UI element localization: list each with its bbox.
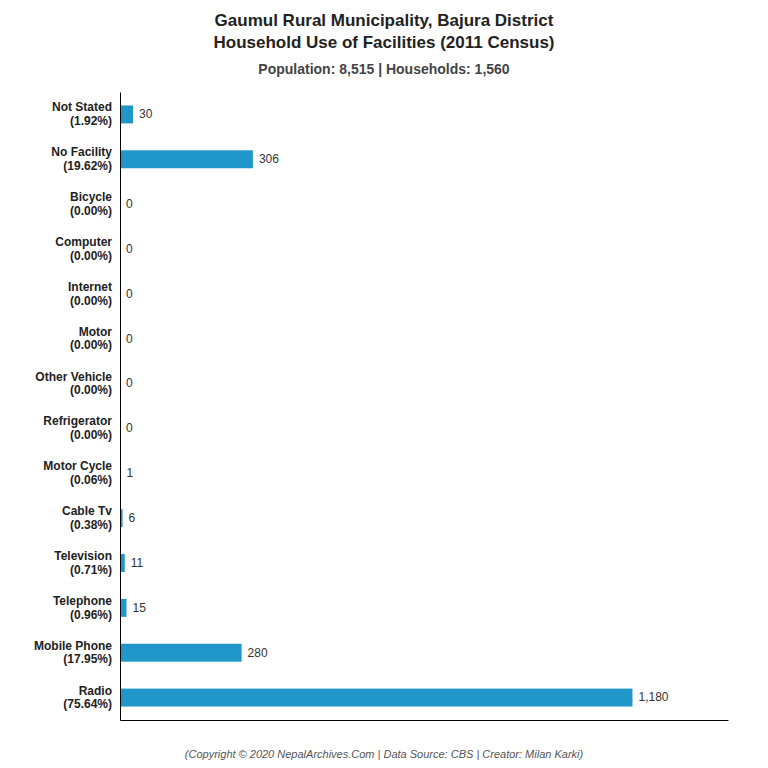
y-tick-label-line: (0.00%)	[70, 338, 112, 352]
y-tick-label-line: (0.96%)	[70, 608, 112, 622]
y-tick-label-line: Cable Tv	[62, 504, 112, 518]
data-label: 0	[126, 287, 133, 301]
y-tick-label: Motor(0.00%)	[70, 325, 112, 353]
y-tick-label-line: (75.64%)	[63, 697, 112, 711]
y-tick: Computer(0.00%)	[55, 235, 120, 263]
data-label: 15	[133, 601, 147, 615]
y-tick-label-line: Motor Cycle	[43, 459, 112, 473]
y-tick: Other Vehicle(0.00%)	[35, 370, 120, 398]
y-tick-label-line: (0.00%)	[70, 294, 112, 308]
y-tick-label: Telephone(0.96%)	[53, 594, 112, 622]
y-tick: Not Stated(1.92%)	[52, 100, 120, 128]
y-tick-label-line: (1.92%)	[70, 114, 112, 128]
data-label: 0	[126, 421, 133, 435]
y-tick: Internet(0.00%)	[68, 280, 120, 308]
y-tick: Cable Tv(0.38%)	[62, 504, 120, 532]
data-label: 11	[131, 556, 144, 570]
footer: (Copyright © 2020 NepalArchives.Com | Da…	[185, 748, 584, 760]
data-label: 30	[139, 107, 153, 121]
data-label: 280	[248, 646, 268, 660]
y-tick-label: Internet(0.00%)	[68, 280, 112, 308]
data-label: 1,180	[638, 690, 668, 704]
data-label: 0	[126, 376, 133, 390]
y-tick-label: Cable Tv(0.38%)	[62, 504, 112, 532]
y-tick-label: Computer(0.00%)	[55, 235, 112, 263]
y-tick-label-line: Computer	[55, 235, 112, 249]
y-tick-label-line: Internet	[68, 280, 112, 294]
bar	[120, 105, 133, 123]
y-tick-label-line: Mobile Phone	[34, 639, 112, 653]
data-label: 1	[126, 466, 133, 480]
y-tick-label-line: Refrigerator	[43, 414, 112, 428]
y-tick-label: Refrigerator(0.00%)	[43, 414, 112, 442]
y-tick: Mobile Phone(17.95%)	[34, 639, 120, 667]
x-axis	[121, 720, 729, 721]
title: Gaumul Rural Municipality, Bajura Distri…	[215, 11, 554, 30]
y-axis: Not Stated(1.92%) No Facility(19.62%) Bicy…	[34, 93, 121, 721]
y-tick: Television(0.71%)	[54, 549, 120, 577]
y-tick-label-line: (0.00%)	[70, 383, 112, 397]
y-tick-label-line: (17.95%)	[63, 652, 112, 666]
chart: Gaumul Rural Municipality, Bajura Distri…	[0, 0, 768, 768]
y-tick-label-line: (0.71%)	[70, 563, 112, 577]
y-tick-label-line: No Facility	[51, 145, 112, 159]
y-tick: No Facility(19.62%)	[51, 145, 120, 173]
y-tick-label-line: Telephone	[53, 594, 112, 608]
y-tick: Refrigerator(0.00%)	[43, 414, 120, 442]
x-axis-line	[121, 720, 729, 721]
y-tick: Motor Cycle(0.06%)	[43, 459, 120, 487]
data-label: 6	[129, 511, 136, 525]
y-tick-label: Bicycle(0.00%)	[70, 190, 112, 218]
y-tick-label-line: (0.06%)	[70, 473, 112, 487]
data-label: 0	[126, 197, 133, 211]
y-tick-label-line: Motor	[79, 325, 113, 339]
bar	[120, 689, 632, 707]
data-label: 306	[259, 152, 279, 166]
y-tick-label: Television(0.71%)	[54, 549, 112, 577]
y-tick-label-line: Television	[54, 549, 112, 563]
y-tick-label-line: (0.00%)	[70, 204, 112, 218]
y-tick-label: No Facility(19.62%)	[51, 145, 112, 173]
y-tick-label-line: Other Vehicle	[35, 370, 112, 384]
y-tick-label-line: (0.00%)	[70, 249, 112, 263]
subtitle: Population: 8,515 | Households: 1,560	[258, 61, 510, 77]
y-tick: Motor(0.00%)	[70, 325, 120, 353]
y-tick-label-line: Radio	[79, 684, 112, 698]
data-label: 0	[126, 242, 133, 256]
y-tick: Bicycle(0.00%)	[70, 190, 120, 218]
y-tick-label: Radio(75.64%)	[63, 684, 112, 712]
y-tick: Radio(75.64%)	[63, 684, 120, 712]
y-tick-label: Other Vehicle(0.00%)	[35, 370, 112, 398]
y-tick-label-line: (19.62%)	[63, 159, 112, 173]
y-tick-label: Not Stated(1.92%)	[52, 100, 112, 128]
y-tick-label-line: Bicycle	[70, 190, 112, 204]
y-tick-label-line: (0.38%)	[70, 518, 112, 532]
y-tick-label: Mobile Phone(17.95%)	[34, 639, 112, 667]
y-tick-label: Motor Cycle(0.06%)	[43, 459, 112, 487]
data-labels: 30 306 0 0 0 0 0 0 1 6 11 15 280 1,180	[126, 107, 669, 704]
data-label: 0	[126, 332, 133, 346]
y-tick-label-line: Not Stated	[52, 100, 112, 114]
bars	[120, 105, 632, 706]
bar	[120, 150, 253, 168]
y-tick: Telephone(0.96%)	[53, 594, 120, 622]
plot: Not Stated(1.92%) No Facility(19.62%) Bicy…	[34, 93, 729, 721]
y-tick-label-line: (0.00%)	[70, 428, 112, 442]
y-axis-line	[120, 93, 121, 721]
bar	[120, 644, 242, 662]
title: Household Use of Facilities (2011 Census…	[213, 33, 554, 52]
